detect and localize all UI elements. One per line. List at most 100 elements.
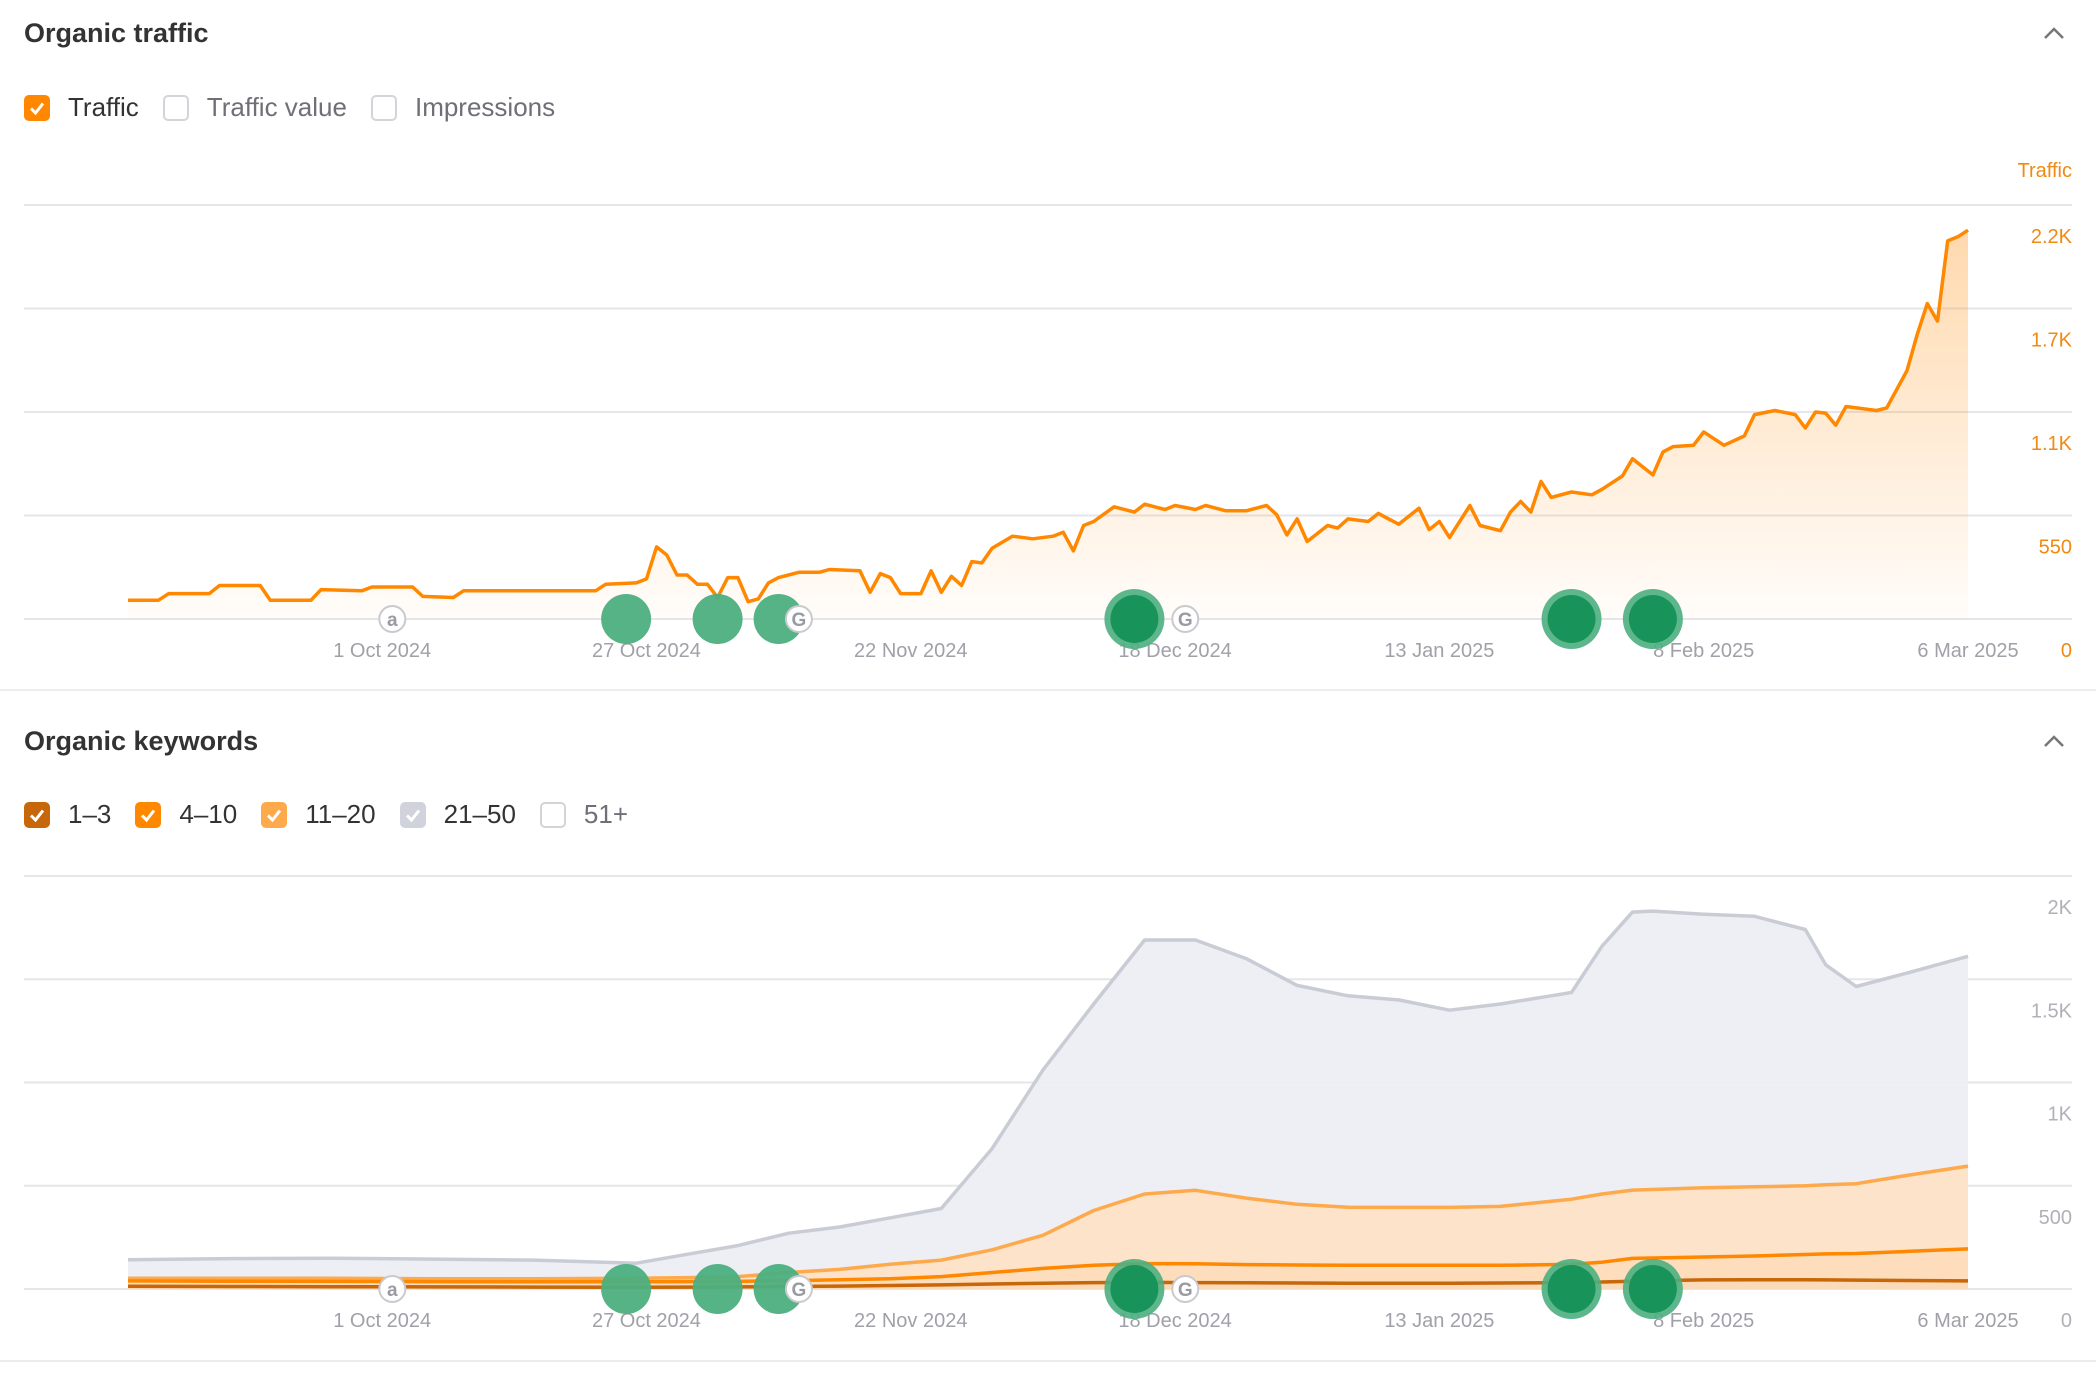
chevron-up-icon[interactable]	[2040, 20, 2068, 48]
y-tick-label: 550	[2039, 537, 2072, 559]
checkbox-label: Traffic	[68, 92, 139, 122]
checkbox-checked-icon	[24, 94, 50, 121]
x-tick-label: 13 Jan 2025	[1384, 1310, 1494, 1332]
y-tick-label: 2K	[2048, 897, 2073, 919]
algorithm-update-marker[interactable]	[753, 1264, 804, 1314]
annotation-icon	[378, 1275, 407, 1303]
checkbox-checked-icon	[399, 801, 426, 828]
x-tick-label: 27 Oct 2024	[592, 640, 701, 662]
algorithm-update-marker[interactable]	[753, 594, 804, 644]
update-dot-icon	[692, 594, 743, 644]
x-tick-label: 22 Nov 2024	[854, 640, 967, 662]
update-dot-icon	[1110, 595, 1159, 643]
google-icon	[1171, 1275, 1200, 1303]
area-11-20	[128, 1166, 1968, 1289]
algorithm-update-marker[interactable]	[692, 1264, 743, 1314]
position-4-10-checkbox[interactable]: 4–10	[135, 799, 237, 830]
update-dot-icon	[1110, 1265, 1159, 1313]
update-dot-icon	[692, 1264, 743, 1314]
x-tick-label: 1 Oct 2024	[333, 1310, 431, 1332]
checkbox-unchecked-icon	[162, 94, 189, 121]
line-11-20	[128, 1164, 1969, 1281]
y-tick-label: 1.1K	[2031, 433, 2073, 455]
traffic-checkbox[interactable]: Traffic	[24, 92, 139, 123]
algorithm-update-marker[interactable]	[1622, 1259, 1683, 1319]
y-tick-label: 0	[2061, 1310, 2072, 1332]
area-21-50	[128, 911, 1968, 1289]
checkbox-label: Traffic value	[206, 92, 347, 122]
algorithm-update-marker[interactable]	[1622, 589, 1683, 649]
google-update-marker[interactable]: G	[784, 605, 813, 633]
marker-letter: G	[1178, 1280, 1193, 1301]
algorithm-update-marker[interactable]	[1104, 1259, 1165, 1319]
x-tick-label: 8 Feb 2025	[1653, 640, 1754, 662]
update-dot-icon	[1547, 595, 1596, 643]
checkbox-unchecked-icon	[539, 801, 566, 828]
section-divider	[0, 1360, 2096, 1362]
google-update-marker[interactable]: G	[784, 1275, 813, 1303]
position-1-3-checkbox[interactable]: 1–3	[24, 799, 111, 830]
section-title: Organic traffic	[24, 18, 209, 48]
google-icon	[1171, 605, 1200, 633]
checkbox-label: 1–3	[68, 799, 112, 829]
annotation-icon	[378, 605, 407, 633]
y-tick-label: 1.7K	[2031, 330, 2073, 352]
x-tick-label: 22 Nov 2024	[854, 1310, 967, 1332]
marker-letter: G	[792, 610, 807, 631]
impressions-checkbox[interactable]: Impressions	[370, 92, 555, 123]
x-tick-label: 13 Jan 2025	[1384, 640, 1494, 662]
update-dot-icon	[1628, 595, 1677, 643]
algorithm-update-marker[interactable]	[1541, 589, 1602, 649]
keywords-chart[interactable]: 0 500 1K 1.5K 2K 1 Oct 2024 27 Oct 2024 22 Nov …	[0, 691, 2096, 1361]
checkbox-checked-icon	[135, 801, 162, 828]
google-icon	[784, 1275, 813, 1303]
algorithm-update-marker[interactable]	[692, 594, 743, 644]
google-update-marker[interactable]: G	[1171, 605, 1200, 633]
x-tick-label: 27 Oct 2024	[592, 1310, 701, 1332]
algorithm-update-marker[interactable]	[1541, 1259, 1602, 1319]
checkbox-unchecked-icon	[370, 94, 397, 121]
y-tick-label: 500	[2039, 1207, 2072, 1229]
traffic-chart[interactable]: Traffic 0 550 1.1K 1.7K 2.2K 1 Oct 2024 27 Oct…	[0, 0, 2096, 690]
traffic-value-checkbox[interactable]: Traffic value	[162, 92, 347, 123]
x-tick-label: 8 Feb 2025	[1653, 1310, 1754, 1332]
y-axis-title: Traffic	[2018, 160, 2072, 182]
traffic-area	[128, 230, 1968, 619]
marker-letter: G	[1178, 610, 1193, 631]
position-11-20-checkbox[interactable]: 11–20	[261, 799, 376, 830]
update-dot-icon	[753, 594, 804, 644]
y-tick-label: 1.5K	[2031, 1000, 2073, 1022]
section-divider	[0, 689, 2096, 691]
checkbox-label: 51+	[583, 799, 629, 829]
x-tick-label: 1 Oct 2024	[333, 640, 431, 662]
traffic-line	[128, 228, 1969, 604]
marker-letter: a	[387, 610, 398, 631]
checkbox-label: 11–20	[305, 799, 376, 829]
update-dot-icon	[601, 594, 652, 644]
update-dot-icon	[1547, 1265, 1596, 1313]
annotation-marker[interactable]: a	[378, 605, 407, 633]
checkbox-checked-icon	[24, 801, 50, 828]
checkbox-label: 4–10	[179, 799, 238, 829]
position-21-50-checkbox[interactable]: 21–50	[399, 799, 516, 830]
marker-letter: G	[792, 1280, 807, 1301]
annotation-marker[interactable]: a	[378, 1275, 407, 1303]
chevron-up-icon[interactable]	[2040, 728, 2068, 756]
algorithm-update-marker[interactable]	[1104, 589, 1165, 649]
update-dot-icon	[1628, 1265, 1677, 1313]
algorithm-update-marker[interactable]	[601, 1264, 652, 1314]
line-4-10	[127, 1247, 1969, 1284]
organic-traffic-section: Organic traffic Traffic Traffic value Im…	[0, 0, 2096, 690]
update-dot-icon	[601, 1264, 652, 1314]
line-21-50	[127, 909, 1969, 1265]
x-tick-label: 6 Mar 2025	[1917, 640, 2018, 662]
marker-letter: a	[387, 1280, 398, 1301]
position-51-plus-checkbox[interactable]: 51+	[539, 799, 629, 830]
checkbox-checked-icon	[261, 801, 288, 828]
checkbox-label: 21–50	[443, 799, 516, 829]
y-tick-label: 2.2K	[2031, 226, 2073, 248]
algorithm-update-marker[interactable]	[601, 594, 652, 644]
google-update-marker[interactable]: G	[1171, 1275, 1200, 1303]
traffic-legend: Traffic Traffic value Impressions	[24, 92, 579, 123]
